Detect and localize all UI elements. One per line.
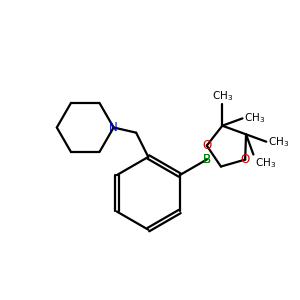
Text: CH$_3$: CH$_3$ bbox=[268, 135, 289, 148]
Text: B: B bbox=[203, 153, 211, 166]
Text: O: O bbox=[202, 139, 212, 152]
Text: N: N bbox=[109, 121, 118, 134]
Text: CH$_3$: CH$_3$ bbox=[255, 156, 276, 170]
Text: CH$_3$: CH$_3$ bbox=[244, 112, 266, 125]
Text: O: O bbox=[241, 153, 250, 166]
Text: B: B bbox=[203, 153, 211, 166]
Text: CH$_3$: CH$_3$ bbox=[212, 89, 233, 103]
